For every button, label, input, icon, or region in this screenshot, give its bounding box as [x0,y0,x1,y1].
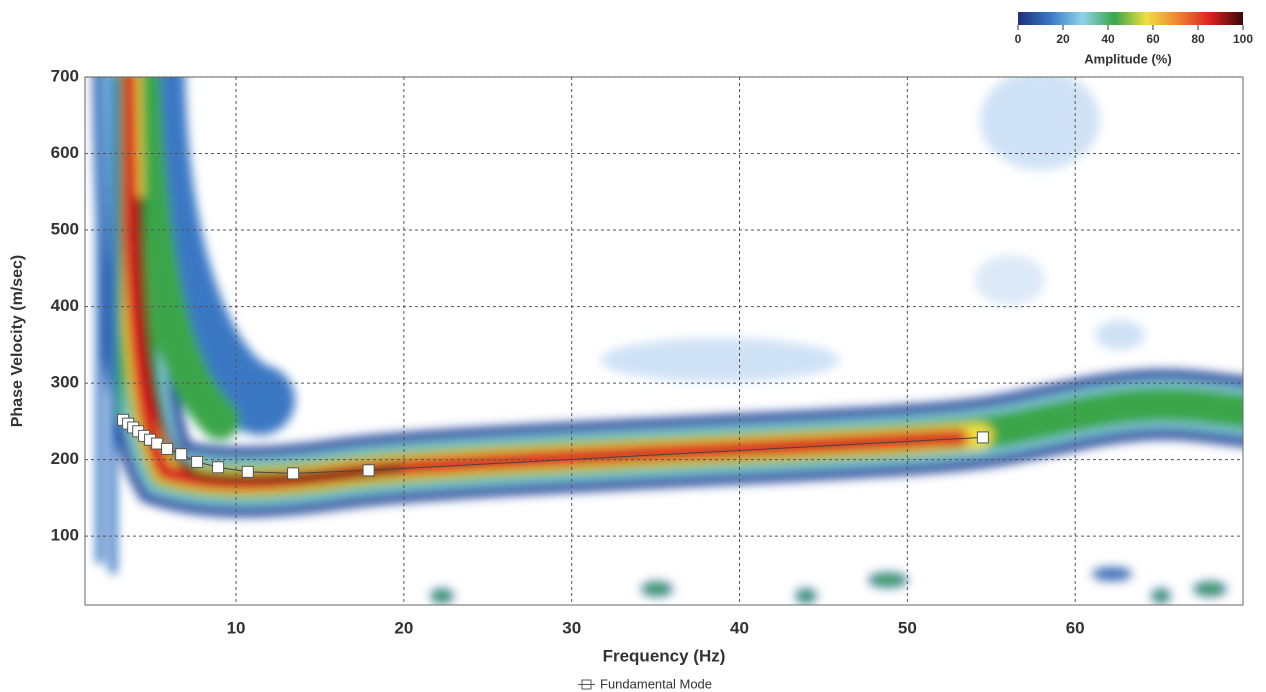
x-tick-label: 20 [394,618,413,637]
mode-point [191,455,204,468]
mode-point [151,437,164,450]
y-tick-label: 400 [51,296,79,315]
colorbar-tick-label: 0 [1015,32,1022,46]
mode-point [212,461,225,474]
mode-point [161,442,174,455]
mode-point [976,431,989,444]
mode-point [175,448,188,461]
x-tick-label: 30 [562,618,581,637]
x-tick-label: 60 [1066,618,1085,637]
x-tick-label: 50 [898,618,917,637]
x-tick-label: 40 [730,618,749,637]
mode-point [287,467,300,480]
y-tick-label: 700 [51,66,79,85]
colorbar-tick-label: 60 [1146,32,1160,46]
mode-point [241,465,254,478]
y-tick-label: 600 [51,143,79,162]
colorbar-tick-label: 40 [1101,32,1115,46]
x-axis-label: Frequency (Hz) [603,646,726,665]
colorbar [1018,12,1243,25]
colorbar-tick-label: 80 [1191,32,1205,46]
colorbar-tick-label: 100 [1233,32,1253,46]
y-tick-label: 500 [51,220,79,239]
colorbar-label: Amplitude (%) [1084,51,1171,66]
y-axis-label: Phase Velocity (m/sec) [9,255,26,428]
mode-point [362,464,375,477]
y-tick-label: 100 [51,526,79,545]
y-tick-label: 200 [51,449,79,468]
y-tick-label: 300 [51,373,79,392]
colorbar-tick-label: 20 [1056,32,1070,46]
dispersion-image [93,77,1243,604]
x-tick-label: 10 [227,618,246,637]
legend-label: Fundamental Mode [600,676,712,691]
